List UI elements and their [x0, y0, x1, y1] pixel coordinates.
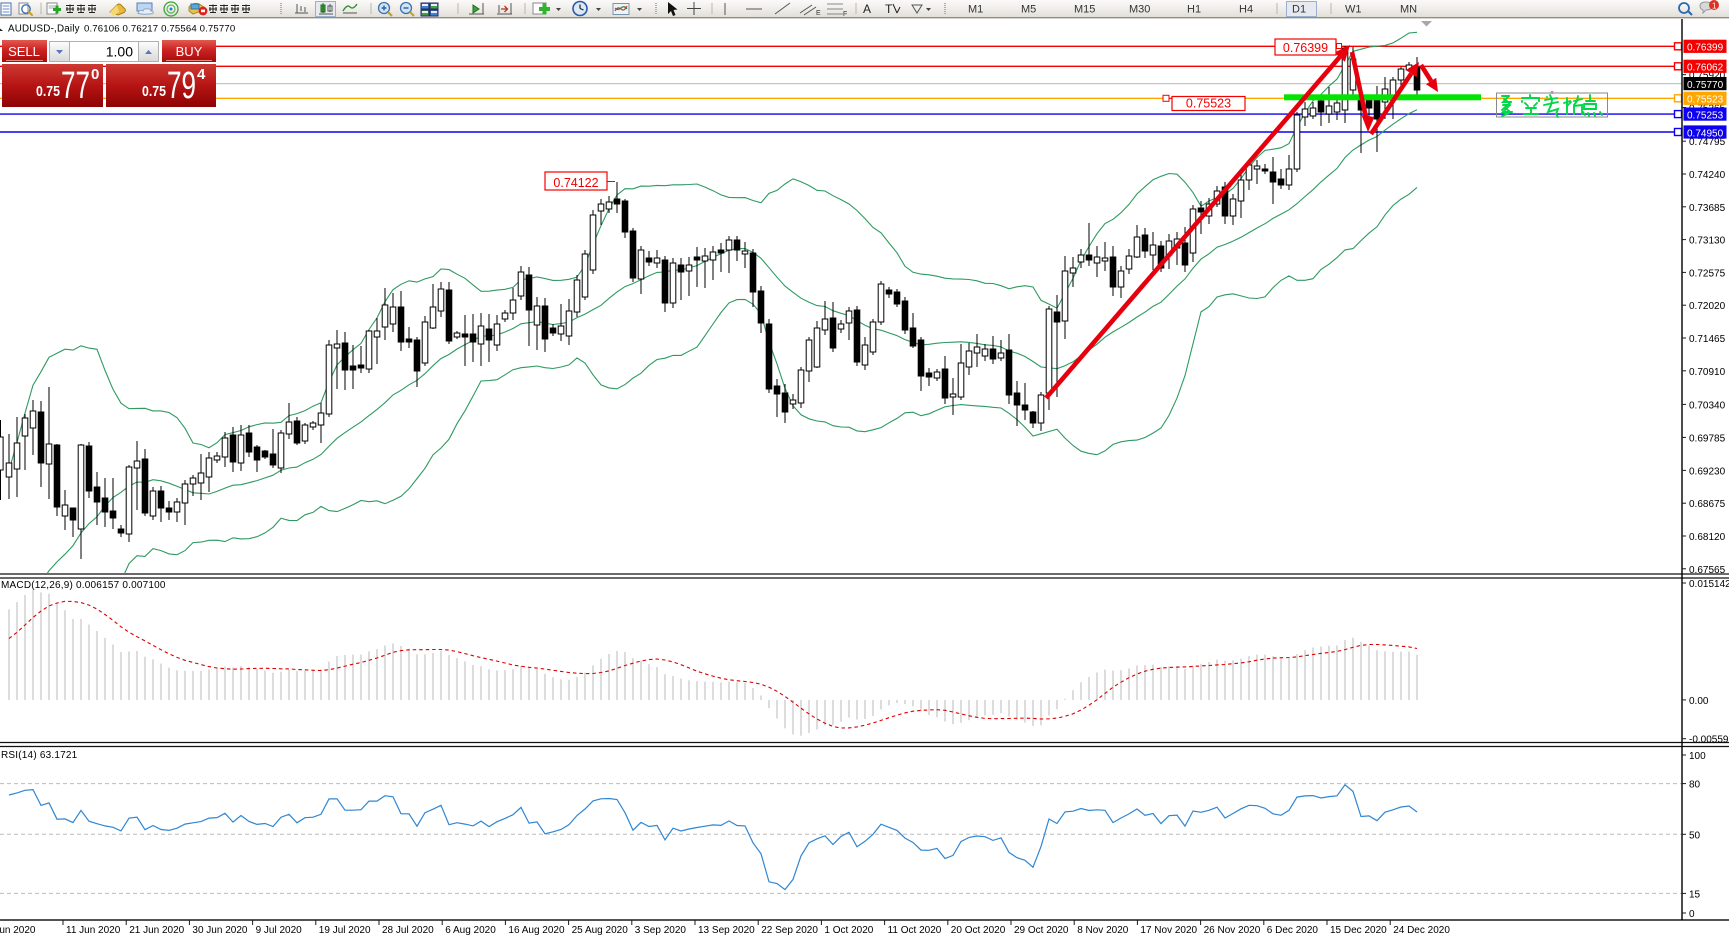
- svg-text:0.72020: 0.72020: [1689, 301, 1726, 312]
- svg-text:E: E: [816, 10, 821, 17]
- svg-text:8 Nov 2020: 8 Nov 2020: [1077, 925, 1129, 936]
- svg-text:0.70340: 0.70340: [1689, 400, 1726, 411]
- svg-text:0.68120: 0.68120: [1689, 532, 1726, 543]
- svg-text:0.73685: 0.73685: [1689, 203, 1726, 214]
- svg-text:M15: M15: [1074, 4, 1095, 16]
- svg-text:6 Dec 2020: 6 Dec 2020: [1267, 925, 1319, 936]
- svg-text:80: 80: [1689, 780, 1701, 791]
- svg-text:0.74950: 0.74950: [1687, 128, 1724, 139]
- svg-text:RSI(14) 63.1721: RSI(14) 63.1721: [1, 750, 78, 761]
- svg-text:1.00: 1.00: [106, 44, 133, 60]
- svg-text:0.75: 0.75: [142, 83, 166, 100]
- svg-text:15 Dec 2020: 15 Dec 2020: [1330, 925, 1387, 936]
- svg-text:0: 0: [91, 66, 99, 83]
- svg-text:0.70910: 0.70910: [1689, 367, 1726, 378]
- svg-text:1 Jun 2020: 1 Jun 2020: [0, 925, 36, 936]
- svg-text:0.67565: 0.67565: [1689, 565, 1726, 576]
- svg-text:3 Sep 2020: 3 Sep 2020: [635, 925, 687, 936]
- svg-text:28 Jul 2020: 28 Jul 2020: [382, 925, 434, 936]
- svg-text:0.76399: 0.76399: [1283, 41, 1328, 55]
- svg-text:0.76399: 0.76399: [1687, 43, 1724, 54]
- svg-text:0.75920: 0.75920: [1689, 71, 1726, 82]
- svg-text:16 Aug 2020: 16 Aug 2020: [508, 925, 565, 936]
- svg-text:0.68675: 0.68675: [1689, 499, 1726, 510]
- svg-text:0.69785: 0.69785: [1689, 433, 1726, 444]
- svg-text:26 Nov 2020: 26 Nov 2020: [1204, 925, 1261, 936]
- svg-text:0.75: 0.75: [36, 83, 60, 100]
- svg-text:0.00: 0.00: [1689, 696, 1709, 707]
- svg-text:0.69230: 0.69230: [1689, 466, 1726, 477]
- svg-text:100: 100: [1689, 751, 1706, 762]
- svg-text:W1: W1: [1345, 4, 1362, 16]
- svg-text:-0.005595: -0.005595: [1689, 735, 1729, 746]
- svg-text:15: 15: [1689, 889, 1701, 900]
- svg-text:AUDUSD-,Daily: AUDUSD-,Daily: [8, 24, 80, 35]
- svg-text:30 Jun 2020: 30 Jun 2020: [192, 925, 247, 936]
- svg-text:17 Nov 2020: 17 Nov 2020: [1140, 925, 1197, 936]
- svg-text:0.71465: 0.71465: [1689, 334, 1726, 345]
- svg-text:29 Oct 2020: 29 Oct 2020: [1014, 925, 1069, 936]
- svg-text:11 Oct 2020: 11 Oct 2020: [888, 925, 942, 936]
- svg-text:4: 4: [197, 66, 206, 83]
- svg-text:H1: H1: [1187, 4, 1201, 16]
- svg-text:M1: M1: [968, 4, 983, 16]
- svg-text:19 Jul 2020: 19 Jul 2020: [319, 925, 371, 936]
- svg-text:13 Sep 2020: 13 Sep 2020: [698, 925, 755, 936]
- svg-text:0.74122: 0.74122: [553, 176, 598, 190]
- svg-text:T: T: [885, 2, 893, 16]
- svg-text:D1: D1: [1292, 4, 1306, 16]
- svg-text:0.76106 0.76217 0.75564 0.7577: 0.76106 0.76217 0.75564 0.75770: [84, 24, 235, 35]
- svg-text:0.73130: 0.73130: [1689, 236, 1726, 247]
- svg-text:BUY: BUY: [176, 44, 203, 59]
- svg-text:MN: MN: [1400, 4, 1417, 16]
- svg-text:0.74795: 0.74795: [1689, 137, 1726, 148]
- svg-text:0.75770: 0.75770: [1687, 80, 1724, 91]
- svg-text:50: 50: [1689, 830, 1701, 841]
- svg-text:M30: M30: [1129, 4, 1150, 16]
- svg-text:0.75523: 0.75523: [1687, 95, 1724, 106]
- svg-text:22 Sep 2020: 22 Sep 2020: [761, 925, 818, 936]
- svg-text:1 Oct 2020: 1 Oct 2020: [824, 925, 873, 936]
- svg-text:6 Aug 2020: 6 Aug 2020: [445, 925, 496, 936]
- svg-text:21 Jun 2020: 21 Jun 2020: [129, 925, 184, 936]
- svg-text:77: 77: [61, 65, 90, 107]
- svg-text:0.75253: 0.75253: [1687, 111, 1724, 122]
- svg-text:24 Dec 2020: 24 Dec 2020: [1393, 925, 1450, 936]
- svg-text:0.76062: 0.76062: [1687, 63, 1724, 74]
- svg-text:1: 1: [1712, 2, 1717, 11]
- svg-text:9 Jul 2020: 9 Jul 2020: [256, 925, 303, 936]
- svg-text:SELL: SELL: [8, 44, 40, 59]
- svg-text:F: F: [843, 11, 847, 18]
- svg-text:79: 79: [167, 65, 196, 107]
- svg-text:A: A: [863, 2, 871, 16]
- svg-text:0.72575: 0.72575: [1689, 268, 1726, 279]
- svg-text:0.74240: 0.74240: [1689, 170, 1726, 181]
- svg-text:25 Aug 2020: 25 Aug 2020: [572, 925, 629, 936]
- svg-text:20 Oct 2020: 20 Oct 2020: [951, 925, 1006, 936]
- svg-text:0.015142: 0.015142: [1689, 579, 1729, 590]
- svg-text:0.75523: 0.75523: [1186, 97, 1231, 111]
- svg-text:0: 0: [1689, 909, 1695, 920]
- svg-text:H4: H4: [1239, 4, 1253, 16]
- svg-text:MACD(12,26,9) 0.006157 0.00710: MACD(12,26,9) 0.006157 0.007100: [1, 580, 166, 591]
- svg-text:11 Jun 2020: 11 Jun 2020: [66, 925, 121, 936]
- svg-text:M5: M5: [1021, 4, 1036, 16]
